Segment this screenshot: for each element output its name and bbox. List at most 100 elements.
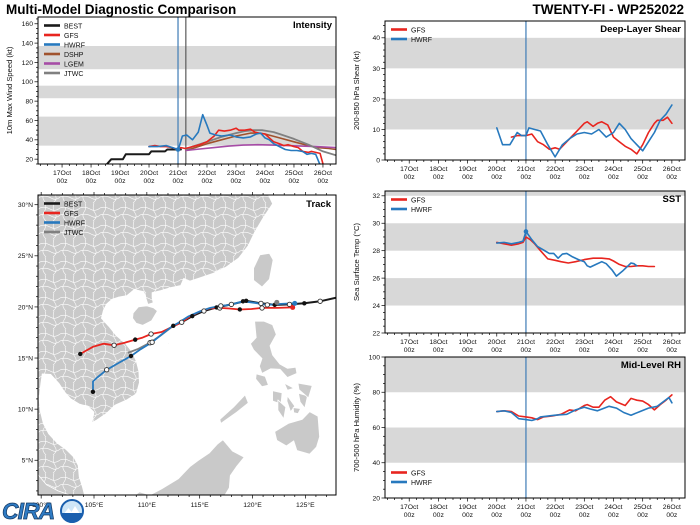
intensity-xtick-label: 22Oct bbox=[198, 170, 216, 177]
map-ytick-label: 30°N bbox=[18, 201, 33, 209]
rh-xtick-sublabel: 00z bbox=[666, 512, 678, 519]
intensity-legend-label-gfs: GFS bbox=[64, 33, 79, 40]
intensity-xtick-sublabel: 00z bbox=[144, 178, 156, 185]
shear-xtick-label: 22Oct bbox=[546, 166, 564, 173]
sst-xtick-label: 25Oct bbox=[634, 339, 652, 346]
sst-xtick-sublabel: 00z bbox=[433, 347, 445, 354]
rh-xtick-sublabel: 00z bbox=[608, 512, 620, 519]
track-hwrf-fix-marker bbox=[292, 300, 298, 306]
intensity-xtick-label: 26Oct bbox=[314, 170, 332, 177]
rh-xtick-sublabel: 00z bbox=[491, 512, 503, 519]
rh-legend-label-gfs: GFS bbox=[411, 471, 426, 478]
track-hwrf-fix-marker bbox=[149, 339, 155, 345]
sst-panel-label: SST bbox=[663, 194, 682, 205]
intensity-xtick-sublabel: 00z bbox=[57, 178, 69, 185]
map-ytick-label: 20°N bbox=[18, 303, 33, 311]
sst-ytick-label: 22 bbox=[372, 330, 380, 337]
intensity-legend-label-dshp: DSHP bbox=[64, 52, 84, 59]
rh-category-band bbox=[385, 427, 685, 463]
cira-logo: CIRA bbox=[2, 498, 84, 524]
sst-xtick-sublabel: 00z bbox=[579, 347, 591, 354]
landmass-borneo bbox=[134, 439, 245, 495]
intensity-xtick-label: 19Oct bbox=[111, 170, 129, 177]
intensity-ytick-label: 80 bbox=[25, 99, 33, 106]
map-frame bbox=[37, 194, 337, 496]
sst-xtick-label: 22Oct bbox=[546, 339, 564, 346]
track-gfs-fix-marker bbox=[237, 307, 243, 312]
page-title: Multi-Model Diagnostic Comparison bbox=[6, 2, 237, 17]
sst-xtick-label: 18Oct bbox=[429, 339, 447, 346]
landmass-taiwan bbox=[253, 252, 274, 288]
intensity-panel-label: Intensity bbox=[293, 20, 333, 31]
shear-ytick-label: 10 bbox=[372, 127, 380, 134]
landmass-hainan bbox=[132, 305, 158, 326]
sst-xtick-label: 19Oct bbox=[459, 339, 477, 346]
intensity-xtick-label: 18Oct bbox=[82, 170, 100, 177]
rh-ytick-label: 20 bbox=[372, 495, 380, 502]
map-xtick-label: 125°E bbox=[296, 501, 315, 509]
sst-ytick-label: 24 bbox=[372, 303, 380, 310]
shear-legend-label-gfs: GFS bbox=[411, 28, 426, 35]
rh-ytick-label: 60 bbox=[372, 425, 380, 432]
shear-xtick-label: 17Oct bbox=[400, 166, 418, 173]
sst-xtick-sublabel: 00z bbox=[520, 347, 532, 354]
intensity-xtick-sublabel: 00z bbox=[231, 178, 243, 185]
intensity-legend-label-best: BEST bbox=[64, 24, 83, 31]
track-best-fix-marker bbox=[171, 323, 176, 329]
intensity-category-band bbox=[38, 85, 336, 99]
shear-xtick-sublabel: 00z bbox=[637, 174, 649, 181]
intensity-category-band bbox=[38, 116, 336, 146]
shear-xtick-sublabel: 00z bbox=[491, 174, 503, 181]
track-legend-label-hwrf: HWRF bbox=[64, 221, 85, 228]
landmass-samar bbox=[297, 382, 313, 399]
sst-xtick-label: 20Oct bbox=[488, 339, 506, 346]
sst-xtick-sublabel: 00z bbox=[404, 347, 416, 354]
track-hwrf-fix-marker bbox=[218, 303, 224, 309]
rh-xtick-label: 19Oct bbox=[459, 504, 477, 511]
track-gfs-fix-marker bbox=[148, 331, 154, 337]
sst-xtick-label: 23Oct bbox=[575, 339, 593, 346]
landmass-palawan bbox=[219, 394, 249, 424]
rh-ytick-label: 100 bbox=[369, 354, 381, 361]
intensity-series-hwrf bbox=[148, 113, 321, 164]
intensity-xtick-sublabel: 00z bbox=[86, 178, 98, 185]
intensity-legend-label-hwrf: HWRF bbox=[64, 43, 85, 50]
rh-xtick-label: 17Oct bbox=[400, 504, 418, 511]
map-ytick-label: 5°N bbox=[22, 457, 33, 465]
shear-xtick-sublabel: 00z bbox=[608, 174, 620, 181]
rh-xtick-sublabel: 00z bbox=[404, 512, 416, 519]
shear-xtick-label: 20Oct bbox=[488, 166, 506, 173]
intensity-ytick-label: 120 bbox=[22, 60, 34, 67]
sst-legend-label-gfs: GFS bbox=[411, 198, 426, 205]
sst-ytick-label: 28 bbox=[372, 248, 380, 255]
intensity-xtick-label: 23Oct bbox=[227, 170, 245, 177]
sst-xtick-label: 24Oct bbox=[604, 339, 622, 346]
track-gfs-fix-marker bbox=[78, 351, 83, 357]
rh-xtick-sublabel: 00z bbox=[433, 512, 445, 519]
rh-xtick-sublabel: 00z bbox=[637, 512, 649, 519]
intensity-ytick-label: 40 bbox=[25, 137, 33, 144]
shear-plot-frame bbox=[384, 20, 686, 161]
intensity-category-band bbox=[38, 46, 336, 70]
track-best-fix-marker bbox=[179, 319, 185, 325]
sst-xtick-sublabel: 00z bbox=[637, 347, 649, 354]
landmass-paracel-islet bbox=[167, 341, 170, 345]
landmass-mindanao bbox=[274, 411, 320, 455]
track-best-fix-marker bbox=[201, 308, 207, 314]
shear-xtick-label: 19Oct bbox=[459, 166, 477, 173]
track-best-fix-marker bbox=[317, 298, 323, 304]
sst-category-band bbox=[385, 278, 685, 306]
map-ytick-label: 10°N bbox=[18, 406, 33, 414]
shear-xtick-label: 21Oct bbox=[517, 166, 535, 173]
sst-ytick-label: 26 bbox=[372, 276, 380, 283]
map-ytick-label: 25°N bbox=[18, 252, 33, 260]
track-best-fix-marker bbox=[258, 300, 264, 306]
intensity-xtick-label: 25Oct bbox=[285, 170, 303, 177]
rh-xtick-label: 20Oct bbox=[488, 504, 506, 511]
sst-xtick-sublabel: 00z bbox=[462, 347, 474, 354]
shear-series-hwrf bbox=[496, 104, 673, 158]
rh-xtick-sublabel: 00z bbox=[462, 512, 474, 519]
shear-xtick-label: 26Oct bbox=[663, 166, 681, 173]
intensity-ytick-label: 60 bbox=[25, 118, 33, 125]
track-panel-label: Track bbox=[306, 199, 332, 210]
